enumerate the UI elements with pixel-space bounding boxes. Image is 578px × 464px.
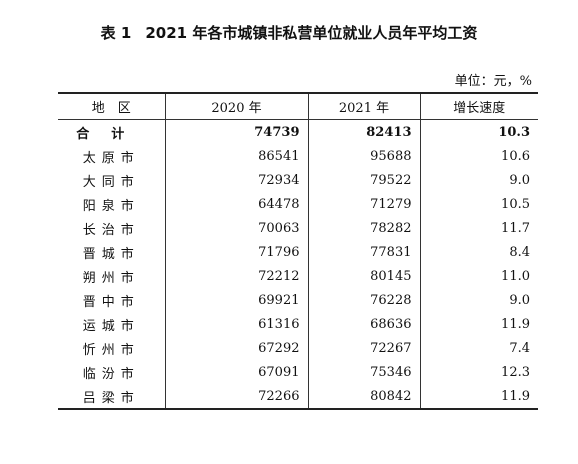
table-row: 临汾市 67091 75346 12.3 xyxy=(58,360,538,384)
region-cell: 吕梁市 xyxy=(82,390,140,406)
value-cell: 72267 xyxy=(307,336,420,360)
value-cell: 68636 xyxy=(307,312,420,336)
column-header: 地 区 xyxy=(91,101,131,116)
table-label: 表 1 xyxy=(100,24,132,42)
value-cell: 78282 xyxy=(307,216,420,240)
value-cell: 72934 xyxy=(164,168,308,192)
value-cell: 76228 xyxy=(307,288,420,312)
value-cell: 69921 xyxy=(164,288,308,312)
region-cell: 长治市 xyxy=(82,222,140,238)
value-cell: 10.6 xyxy=(419,144,538,168)
value-cell: 71279 xyxy=(307,192,420,216)
table-row: 长治市 70063 78282 11.7 xyxy=(58,216,538,240)
value-cell: 86541 xyxy=(164,144,308,168)
header-row: 地 区 2020 年 2021 年增长速度 xyxy=(58,93,538,120)
region-cell: 太原市 xyxy=(82,150,140,166)
column-header: 增长速度 xyxy=(419,93,538,120)
table-row: 晋城市 71796 77831 8.4 xyxy=(58,240,538,264)
table-row: 朔州市 72212 80145 11.0 xyxy=(58,264,538,288)
value-cell: 67091 xyxy=(164,360,308,384)
value-cell: 61316 xyxy=(164,312,308,336)
value-cell: 72212 xyxy=(164,264,308,288)
unit-note: 单位：元，% xyxy=(454,74,532,89)
value-cell: 77831 xyxy=(307,240,420,264)
table-row: 吕梁市 72266 80842 11.9 xyxy=(58,384,538,409)
total-row: 合计 74739 82413 10.3 xyxy=(58,119,538,144)
table-row: 晋中市 69921 76228 9.0 xyxy=(58,288,538,312)
value-cell: 7.4 xyxy=(419,336,538,360)
region-cell: 运城市 xyxy=(82,318,140,334)
region-cell: 大同市 xyxy=(82,174,140,190)
table-title: 2021 年各市城镇非私营单位就业人员年平均工资 xyxy=(145,24,478,42)
value-cell: 10.3 xyxy=(419,119,538,144)
region-cell: 晋中市 xyxy=(82,294,140,310)
value-cell: 79522 xyxy=(307,168,420,192)
value-cell: 82413 xyxy=(307,119,420,144)
value-cell: 75346 xyxy=(307,360,420,384)
value-cell: 9.0 xyxy=(419,168,538,192)
region-cell: 临汾市 xyxy=(82,366,140,382)
value-cell: 72266 xyxy=(164,384,308,409)
value-cell: 11.7 xyxy=(419,216,538,240)
region-cell: 阳泉市 xyxy=(82,198,140,214)
value-cell: 11.9 xyxy=(419,312,538,336)
value-cell: 67292 xyxy=(164,336,308,360)
value-cell: 95688 xyxy=(307,144,420,168)
table-row: 运城市 61316 68636 11.9 xyxy=(58,312,538,336)
table-body: 合计 74739 82413 10.3 太原市 86541 95688 10.6 大同市 7293… xyxy=(58,119,538,409)
value-cell: 71796 xyxy=(164,240,308,264)
value-cell: 70063 xyxy=(164,216,308,240)
value-cell: 64478 xyxy=(164,192,308,216)
table-row: 大同市 72934 79522 9.0 xyxy=(58,168,538,192)
title: 表 1 2021 年各市城镇非私营单位就业人员年平均工资 xyxy=(0,22,578,43)
value-cell: 10.5 xyxy=(419,192,538,216)
table-row: 阳泉市 64478 71279 10.5 xyxy=(58,192,538,216)
region-cell: 合计 xyxy=(76,126,147,142)
column-header: 2020 年 xyxy=(164,93,308,120)
value-cell: 80145 xyxy=(307,264,420,288)
value-cell: 74739 xyxy=(164,119,308,144)
value-cell: 12.3 xyxy=(419,360,538,384)
region-cell: 晋城市 xyxy=(82,246,140,262)
value-cell: 80842 xyxy=(307,384,420,409)
value-cell: 9.0 xyxy=(419,288,538,312)
region-cell: 忻州市 xyxy=(82,342,140,358)
value-cell: 11.0 xyxy=(419,264,538,288)
value-cell: 11.9 xyxy=(419,384,538,409)
table-row: 太原市 86541 95688 10.6 xyxy=(58,144,538,168)
value-cell: 8.4 xyxy=(419,240,538,264)
wage-table: 地 区 2020 年 2021 年增长速度 合计 74739 82413 10.3 太原市 8… xyxy=(58,92,538,410)
table-row: 忻州市 67292 72267 7.4 xyxy=(58,336,538,360)
column-header: 2021 年 xyxy=(307,93,420,120)
region-cell: 朔州市 xyxy=(82,270,140,286)
